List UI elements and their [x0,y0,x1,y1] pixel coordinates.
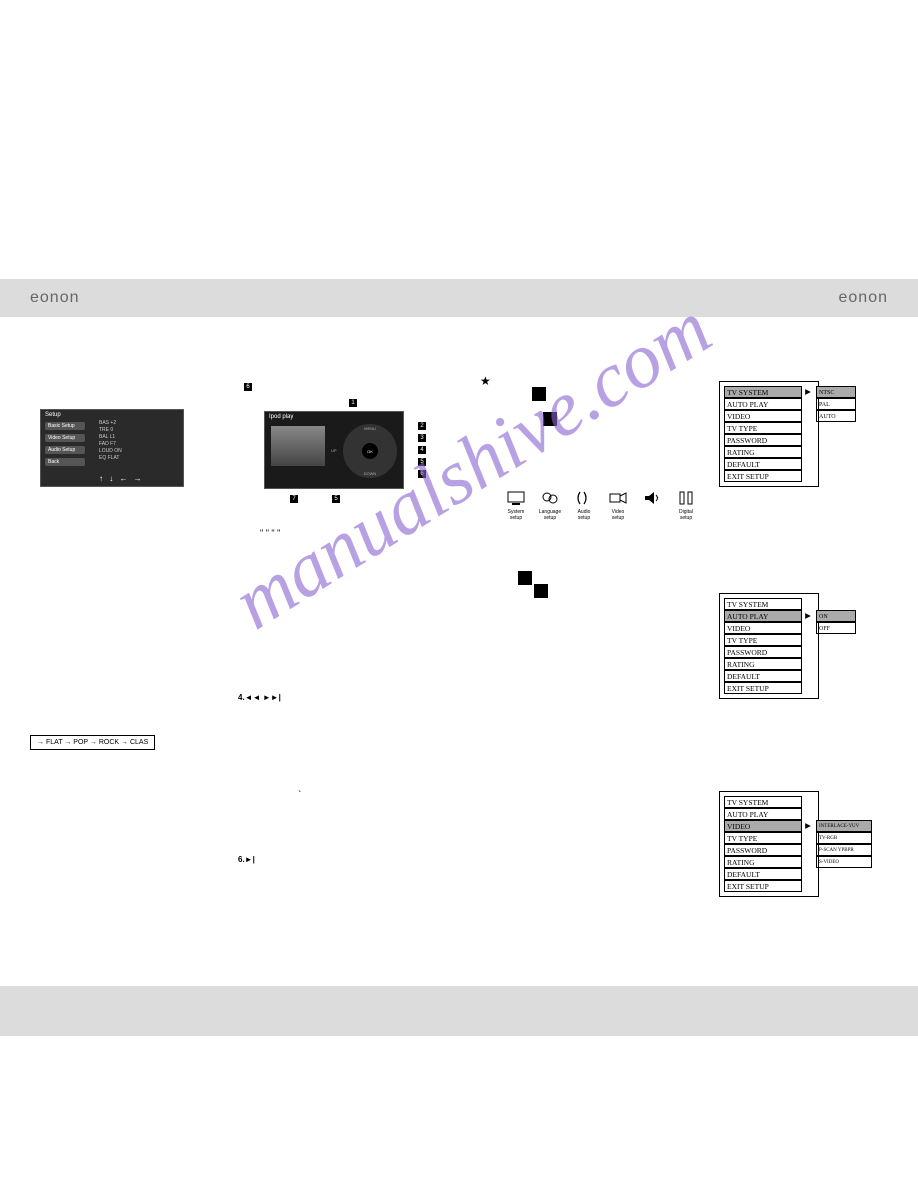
nav-arrows-icon: ↑ ↓ ← → [99,474,144,483]
black-square [534,584,548,598]
wheel-ok-button: OK [362,443,378,459]
setup-values: BAS +2TRE 0BAL L1FAD F7LOUD ONEQ FLAT [99,420,122,462]
callout-2: 2 [418,422,426,430]
menu-item: AUTO PLAY [724,808,802,820]
menu-option: TV-RGB [816,832,872,844]
album-art-icon [271,426,325,466]
symbol-6: 6.►| [238,855,255,864]
menu-option: ON [816,610,856,622]
callout-7: 7 [290,495,298,503]
wheel-down-label: DOWN [364,471,377,476]
menu-item: VIDEO [724,622,802,634]
digital-setup-icon: Digitalsetup [673,489,699,521]
menu-item: DEFAULT [724,458,802,470]
footer-band [0,986,918,1036]
menu-item: PASSWORD [724,844,802,856]
menu-table-table2: TV SYSTEMAUTO PLAY▶VIDEOTV TYPEPASSWORDR… [719,593,819,699]
menu-item: TV SYSTEM [724,598,802,610]
menu-item: TV TYPE [724,634,802,646]
menu-option: S-VIDEO [816,856,872,868]
menu-item: AUTO PLAY [724,610,802,622]
setup-screenshot: Setup Basic Setup Video Setup Audio Setu… [40,409,184,487]
star-icon: ★ [480,374,491,388]
menu-item: EXIT SETUP [724,682,802,694]
menu-item: DEFAULT [724,670,802,682]
menu-option: OFF [816,622,856,634]
menu-item: RATING [724,856,802,868]
audio-setup-icon: Audiosetup [571,489,597,521]
menu-option: PAL [816,398,856,410]
menu-item: PASSWORD [724,646,802,658]
ipod-title: Ipod play [265,412,403,422]
speaker-setup-icon [639,489,665,521]
header-band: eonon eonon [0,279,918,317]
wheel-menu-label: MENU [364,426,376,431]
setup-title: Setup [41,410,183,420]
video-setup-button: Video Setup [45,434,85,442]
menu-option: INTERLACE-YUV [816,820,872,832]
callout-4: 4 [418,446,426,454]
menu-item: DEFAULT [724,868,802,880]
setup-icon-row: Systemsetup Languagesetup Audiosetup Vid… [503,489,699,521]
video-setup-icon: Videosetup [605,489,631,521]
callout-5b: 5 [332,495,340,503]
callout-3: 3 [418,434,426,442]
menu-item: TV SYSTEM [724,796,802,808]
quote-marks: " " " " [260,528,280,538]
arrow-icon: ▶ [802,820,814,832]
ipod-screenshot: Ipod play MENU DOWN UP OK [264,411,404,489]
callout-5: 5 [418,458,426,466]
menu-item: PASSWORD [724,434,802,446]
black-square [532,387,546,401]
arrow-icon: ▶ [802,386,814,398]
menu-item: RATING [724,446,802,458]
callout-6b: 6 [418,470,426,478]
arrow-icon: ▶ [802,610,814,622]
menu-table-table3: TV SYSTEMAUTO PLAYVIDEO▶TV TYPEPASSWORDR… [719,791,819,897]
system-setup-icon: Systemsetup [503,489,529,521]
menu-item: VIDEO [724,410,802,422]
ipod-wheel: MENU DOWN UP OK [343,424,397,478]
menu-item: VIDEO [724,820,802,832]
menu-option: NTSC [816,386,856,398]
menu-option: P-SCAN YPBPR [816,844,872,856]
menu-item: EXIT SETUP [724,470,802,482]
brand-logo-right: eonon [839,289,889,307]
menu-item: RATING [724,658,802,670]
black-square [543,412,557,426]
menu-item: EXIT SETUP [724,880,802,892]
menu-item: TV SYSTEM [724,386,802,398]
callout-1: 1 [349,399,357,407]
audio-setup-button: Audio Setup [45,446,85,454]
symbol-4: 4.◄◄ ►►| [238,693,281,702]
wheel-up-label: UP [331,448,337,453]
back-button: Back [45,458,85,466]
black-square [518,571,532,585]
brand-logo-left: eonon [30,289,80,307]
menu-table-table1: TV SYSTEM▶AUTO PLAYVIDEOTV TYPEPASSWORDR… [719,381,819,487]
menu-option: AUTO [816,410,856,422]
callout-6a: 6 [244,383,252,391]
menu-item: TV TYPE [724,422,802,434]
basic-setup-button: Basic Setup [45,422,85,430]
language-setup-icon: Languagesetup [537,489,563,521]
eq-chain: → FLAT → POP → ROCK → CLAS [30,735,155,750]
menu-item: AUTO PLAY [724,398,802,410]
backtick: ` [298,790,301,801]
menu-item: TV TYPE [724,832,802,844]
